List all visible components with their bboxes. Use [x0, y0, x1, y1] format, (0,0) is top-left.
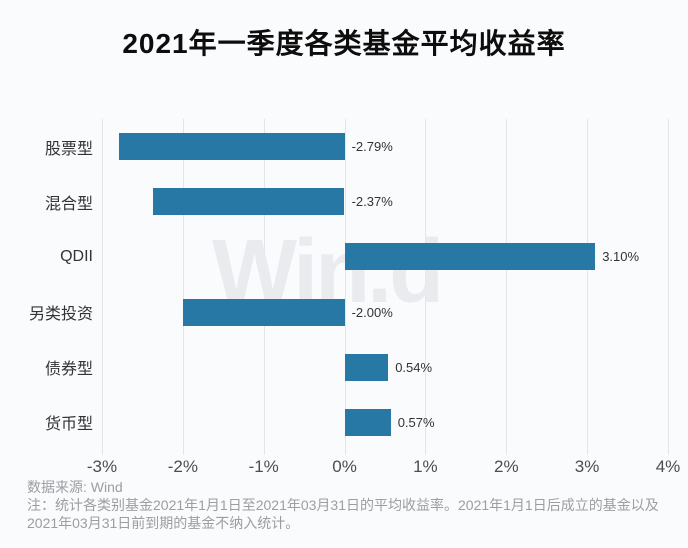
category-label: 债券型	[44, 361, 93, 379]
category-label: 混合型	[44, 195, 93, 213]
category-label: 货币型	[44, 416, 93, 434]
x-tick-label: -2%	[167, 457, 199, 476]
chart-footer: 数据来源: Wind 注：统计各类别基金2021年1月1日至2021年03月31…	[27, 478, 679, 532]
x-tick-label: 2%	[494, 457, 519, 476]
x-axis-tick-labels: -3% -2% -1% 0% 1% 2% 3% 4%	[87, 457, 680, 479]
note-text: 注：统计各类别基金2021年1月1日至2021年03月31日的平均收益率。202…	[27, 497, 659, 531]
bar-混合型	[152, 188, 345, 216]
value-label: -2.79%	[351, 139, 393, 155]
category-label: 另类投资	[28, 306, 93, 324]
bar-QDII	[344, 243, 596, 271]
bar-债券型	[344, 353, 389, 381]
gridline	[668, 119, 669, 455]
value-label: 3.10%	[602, 249, 640, 265]
gridline	[506, 119, 508, 455]
value-label: -2.37%	[351, 194, 393, 210]
bar-另类投资	[182, 298, 345, 326]
category-label: 股票型	[44, 140, 93, 158]
value-label: -2.00%	[351, 304, 393, 320]
gridline	[182, 119, 184, 455]
plot-area: Win.d -2.79% -2.37% 3.10% -2.00% 0.54% 0.57%	[102, 119, 669, 455]
bar-股票型	[119, 133, 345, 161]
gridline	[425, 119, 427, 455]
gridline	[344, 119, 346, 455]
category-label: QDII	[60, 247, 93, 265]
value-label: 0.54%	[395, 359, 433, 375]
x-tick-label: -3%	[86, 457, 118, 476]
x-tick-label: 4%	[655, 457, 681, 476]
y-axis-category-labels: 股票型混合型 QDII 另类投资债券型货币型	[0, 119, 93, 450]
value-label: 0.57%	[397, 414, 435, 430]
gridline	[587, 119, 589, 455]
x-tick-label: 3%	[574, 457, 600, 476]
x-tick-label: 1%	[413, 457, 438, 476]
x-tick-label: -1%	[248, 457, 279, 476]
gridline	[102, 119, 103, 455]
gridline	[263, 119, 265, 455]
x-tick-label: 0%	[332, 457, 357, 476]
chart-title: 2021年一季度各类基金平均收益率	[122, 28, 566, 59]
data-source-text: 数据来源: Wind	[27, 479, 123, 495]
bar-货币型	[344, 408, 391, 436]
